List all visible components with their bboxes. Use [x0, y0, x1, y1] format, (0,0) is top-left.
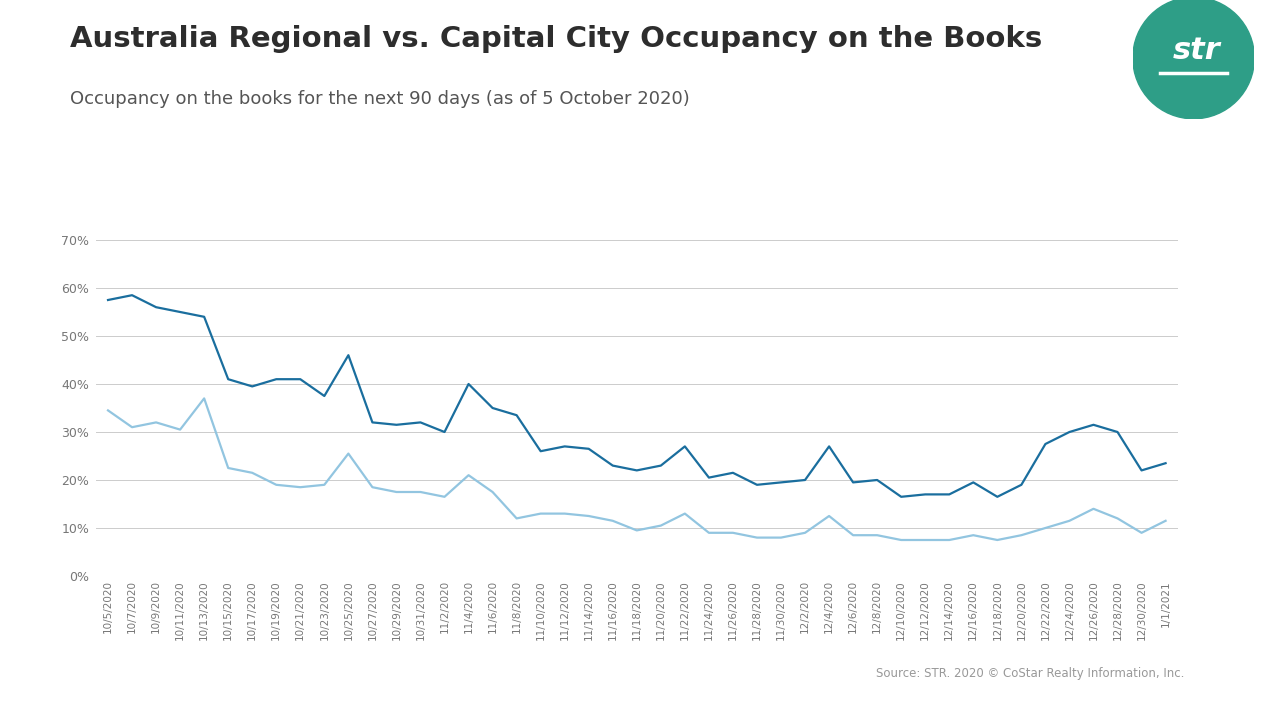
Text: Australia Regional vs. Capital City Occupancy on the Books: Australia Regional vs. Capital City Occu… — [70, 25, 1043, 53]
Text: Occupancy on the books for the next 90 days (as of 5 October 2020): Occupancy on the books for the next 90 d… — [70, 90, 690, 108]
Text: Source: STR. 2020 © CoStar Realty Information, Inc.: Source: STR. 2020 © CoStar Realty Inform… — [876, 667, 1184, 680]
Circle shape — [1133, 0, 1254, 119]
Text: str: str — [1172, 36, 1221, 66]
